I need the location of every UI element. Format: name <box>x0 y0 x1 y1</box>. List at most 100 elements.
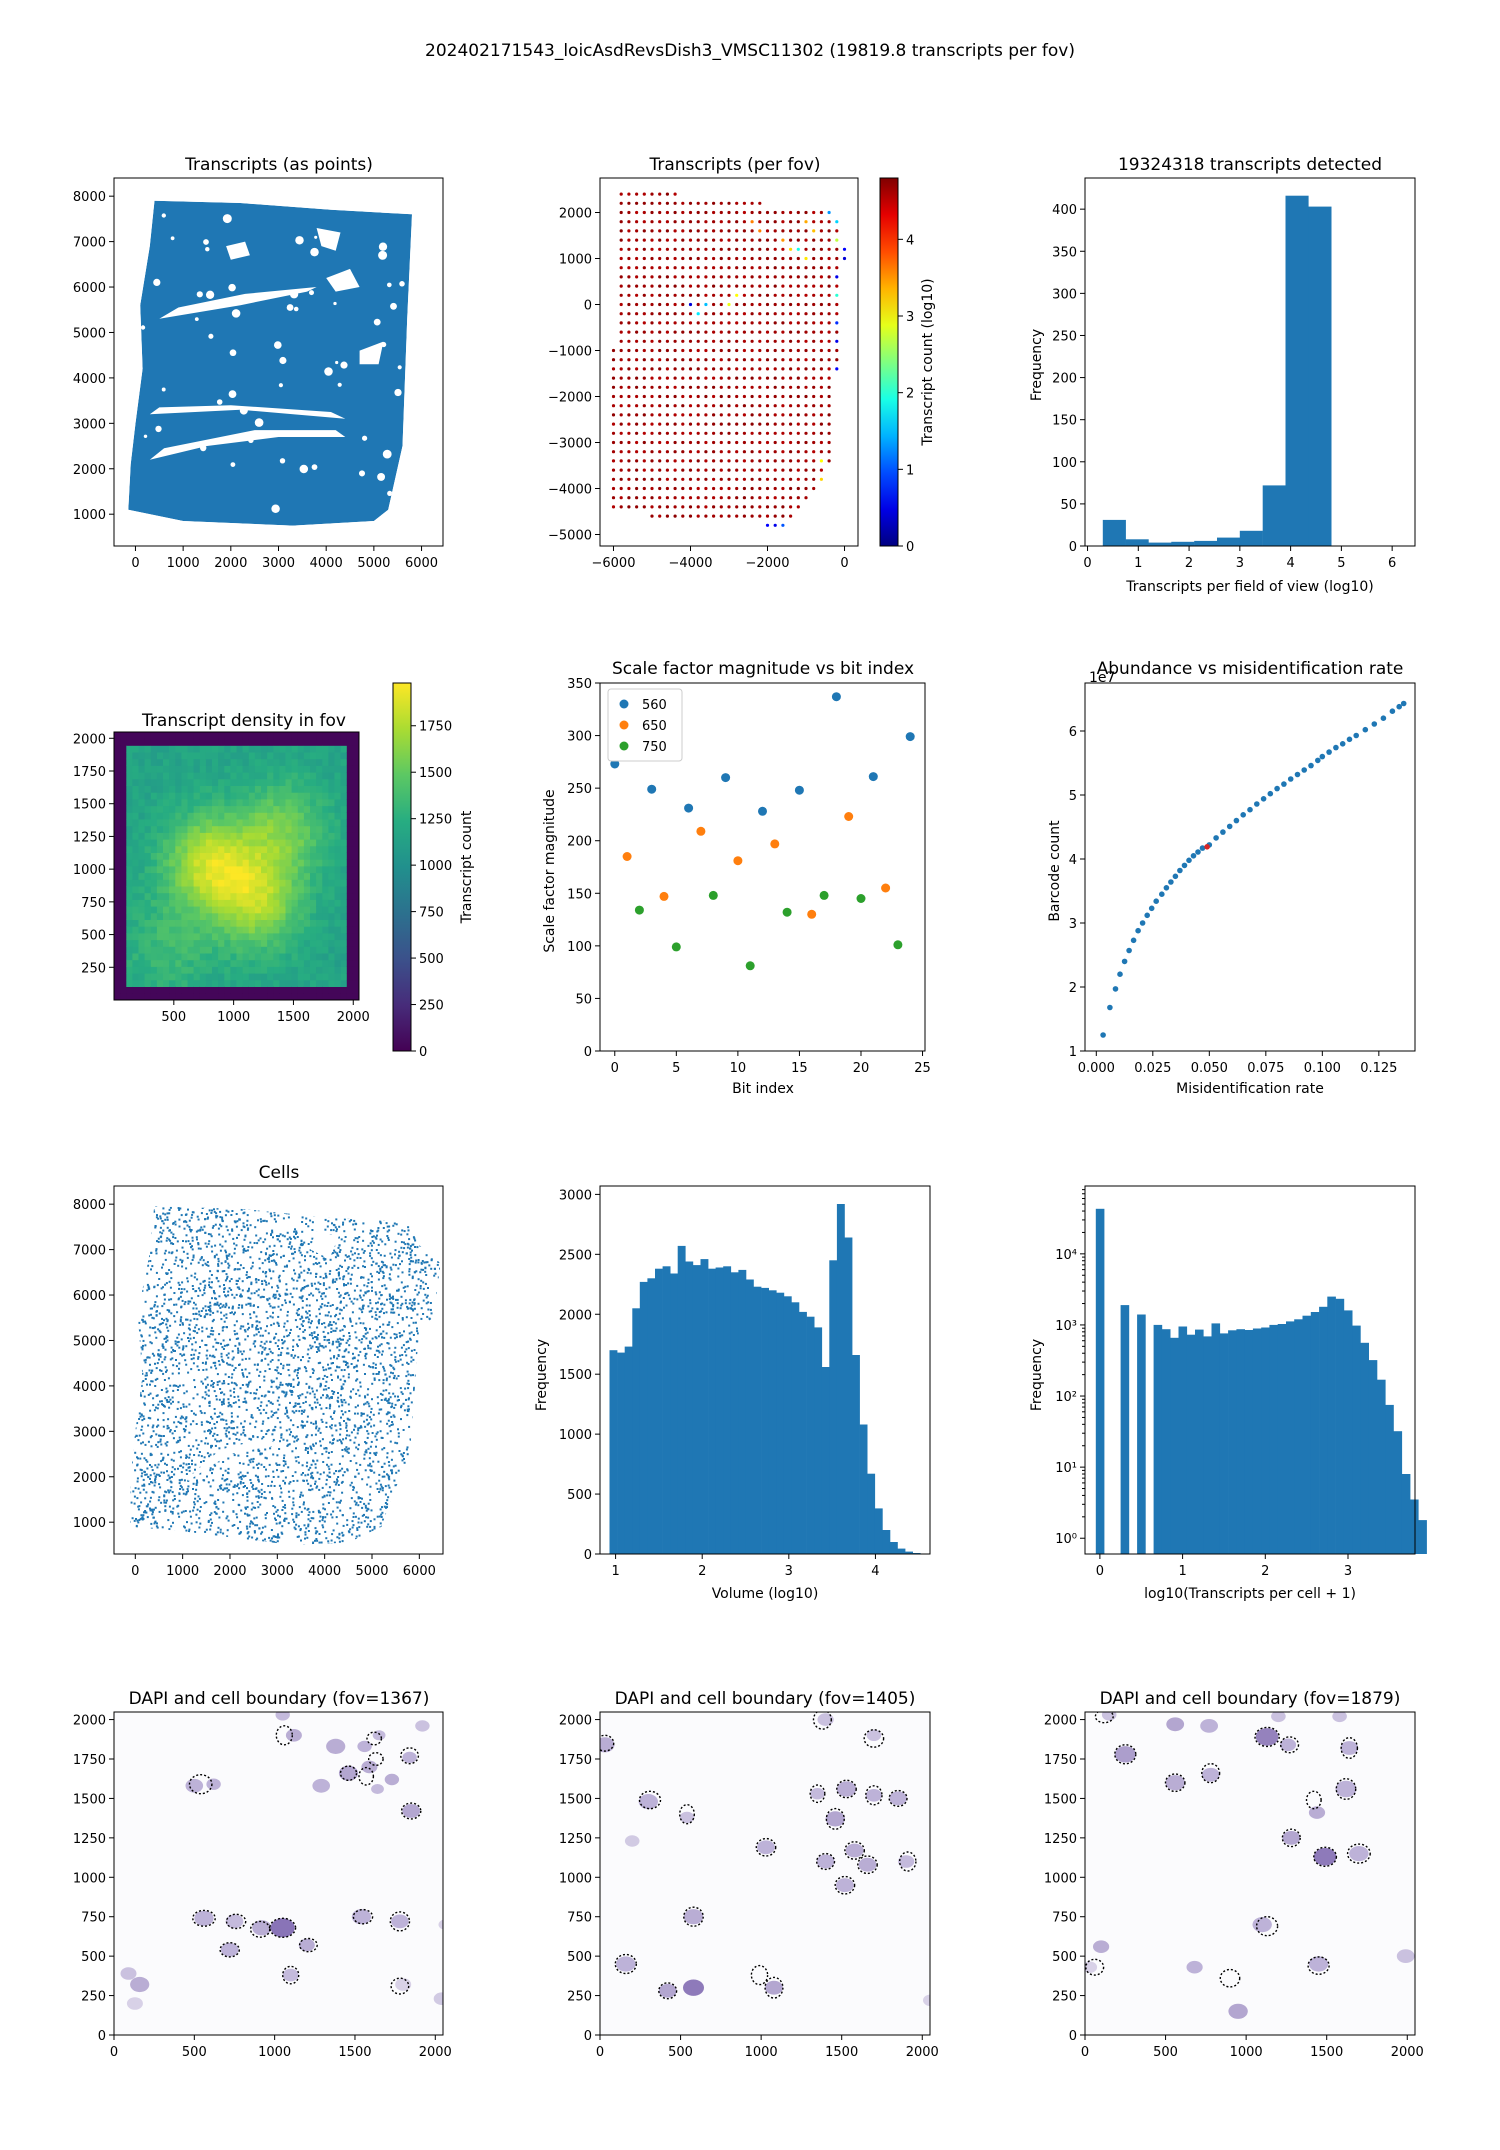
cell-point <box>135 1530 138 1533</box>
cell-point <box>261 1544 264 1545</box>
fov-point <box>742 422 747 426</box>
cell-point <box>242 1548 244 1550</box>
heatmap-cell <box>340 785 348 793</box>
fov-point <box>665 238 670 242</box>
heatmap-cell <box>120 805 127 813</box>
cell-point <box>168 1491 171 1494</box>
cell-point <box>335 1470 337 1472</box>
fov-point <box>619 450 623 454</box>
fov-point <box>688 348 693 353</box>
fov-point <box>611 477 616 481</box>
fov-point <box>789 238 793 242</box>
heatmap-cell <box>212 979 219 987</box>
fov-point <box>719 302 723 307</box>
heatmap-cell <box>205 765 213 773</box>
heatmap-cell <box>138 872 145 880</box>
cell-point <box>115 1290 117 1292</box>
heatmap-cell <box>328 778 335 786</box>
heatmap-cell <box>212 752 219 760</box>
cell-point <box>265 1340 268 1343</box>
fov-point <box>681 505 685 509</box>
heatmap-cell <box>126 933 133 941</box>
fov-point <box>688 293 693 297</box>
heatmap-cell <box>150 966 158 974</box>
fov-point <box>742 367 747 371</box>
fov-point <box>735 358 739 362</box>
heatmap-cell <box>114 926 121 934</box>
cell-point <box>182 1250 185 1253</box>
heatmap-cell <box>144 912 152 920</box>
fov-point <box>812 486 816 491</box>
y-tick-label: 5000 <box>73 326 106 341</box>
heatmap-cell <box>163 993 170 1001</box>
heatmap-cell <box>224 926 231 934</box>
heatmap-cell <box>273 886 280 894</box>
heatmap-cell <box>273 799 280 807</box>
heatmap-cell <box>169 919 176 927</box>
cell-point <box>405 1214 408 1217</box>
cell-point <box>297 1456 300 1458</box>
cell-point <box>341 1449 344 1451</box>
cell-point <box>324 1345 327 1348</box>
cell-point <box>269 1360 272 1363</box>
cell-point <box>400 1346 403 1349</box>
cell-point <box>130 1345 132 1348</box>
heatmap-cell <box>193 785 201 793</box>
heatmap-cell <box>334 912 341 920</box>
cell-point <box>205 1309 207 1312</box>
y-tick-label: −2000 <box>548 391 592 406</box>
heatmap-cell <box>181 819 188 827</box>
fov-point <box>650 284 654 288</box>
fov-point <box>658 404 662 408</box>
fov-point <box>742 468 747 472</box>
heatmap-cell <box>169 812 176 820</box>
heatmap-cell <box>285 752 292 760</box>
fov-point <box>658 312 662 316</box>
heatmap-cell <box>236 899 243 907</box>
fov-point <box>812 247 816 251</box>
heatmap-cell <box>199 879 207 887</box>
cell-point <box>307 1267 310 1270</box>
heatmap-cell <box>114 819 121 827</box>
cell-point <box>173 1539 176 1542</box>
cell-point <box>308 1269 311 1271</box>
heatmap-cell <box>340 812 348 820</box>
heatmap-cell <box>230 979 237 987</box>
cell-point <box>258 1374 261 1377</box>
cell-point <box>136 1244 139 1247</box>
heatmap-cell <box>132 886 139 894</box>
fov-point <box>665 201 670 205</box>
heatmap-cell <box>156 852 164 860</box>
heatmap-cell <box>322 899 329 907</box>
cell-point <box>260 1495 263 1498</box>
cell-point <box>219 1223 221 1226</box>
fov-point <box>635 477 639 481</box>
cell-point <box>359 1497 362 1499</box>
cell-point <box>177 1420 180 1423</box>
heatmap-cell <box>297 946 305 954</box>
cell-point <box>265 1220 268 1223</box>
cell-point <box>324 1295 327 1298</box>
fov-point <box>735 394 739 399</box>
cell-point <box>308 1318 311 1321</box>
heatmap-cell <box>132 879 139 887</box>
heatmap-cell <box>193 919 201 927</box>
fov-point <box>658 220 662 224</box>
heatmap-cell <box>242 912 250 920</box>
heatmap-cell <box>303 872 311 880</box>
cell-point <box>328 1397 331 1400</box>
cell-point <box>369 1341 371 1344</box>
fov-point <box>704 422 708 426</box>
cell-point <box>199 1510 201 1513</box>
fov-point <box>704 229 708 233</box>
fov-point <box>635 192 639 196</box>
fov-point <box>827 450 831 454</box>
cell-point <box>199 1258 202 1261</box>
heatmap-cell <box>150 845 158 853</box>
cell-point <box>202 1195 204 1197</box>
cell-point <box>208 1400 211 1403</box>
cell-point <box>347 1272 350 1275</box>
heatmap-cell <box>175 812 182 820</box>
cell-point <box>384 1202 386 1204</box>
heatmap-cell <box>187 926 194 934</box>
